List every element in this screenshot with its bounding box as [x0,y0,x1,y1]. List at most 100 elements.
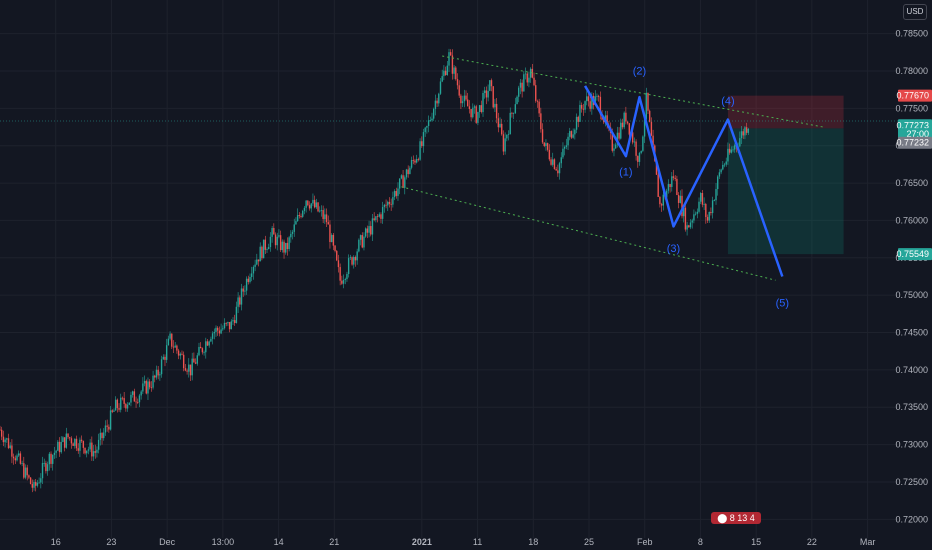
candle-body [366,228,369,233]
candle-body [363,236,365,248]
candle-body [676,178,678,196]
candle-body [203,352,205,354]
candle-body [319,210,321,212]
candle-body [415,159,418,163]
price-axis[interactable]: 0.785000.780000.775000.770000.765000.760… [895,0,932,550]
candle-body [322,210,324,220]
candle-body [563,146,566,149]
candle-body [339,267,341,281]
candle-body [259,246,261,262]
candle-body [711,200,714,214]
candle-body [116,399,119,409]
candle-body [251,273,253,277]
candle-body [14,458,17,461]
candle-body [677,195,680,203]
candle-body [336,250,338,261]
candle-body [160,359,163,375]
candle-body [317,202,319,212]
candle-body [565,145,568,147]
x-tick-label: 15 [751,537,761,547]
candle-body [18,453,20,456]
footer-badge: ⬤ 8 13 4 [711,512,761,524]
candle-body [313,199,316,208]
x-tick-label: Mar [860,537,876,547]
candle-body [376,216,379,218]
candle-body [434,100,437,109]
candle-body [450,52,452,56]
candle-body [206,341,209,346]
candle-body [620,122,622,139]
candle-body [429,120,431,121]
candle-body [650,121,653,136]
candle-body [613,148,615,151]
candle-body [597,95,600,97]
candle-body [36,482,39,486]
candle-body [684,207,687,230]
candle-body [409,167,411,175]
candle-body [152,375,154,388]
y-tick-label: 0.74000 [895,365,928,375]
candle-body [256,259,258,265]
currency-button[interactable]: USD [903,4,927,20]
candle-body [223,322,226,329]
candle-body [293,224,295,232]
position-zones [727,95,844,255]
x-tick-label: Dec [159,537,176,547]
candle-body [490,80,493,87]
candle-body [553,159,556,169]
candle-body [125,403,127,409]
candle-body [215,327,217,332]
candle-body [489,80,491,91]
candle-body [351,257,353,265]
candle-body [364,228,367,237]
candle-body [41,463,44,479]
x-tick-label: 13:00 [212,537,235,547]
candle-body [555,168,557,171]
candle-body [16,455,18,461]
candle-body [492,86,494,108]
candle-body [407,169,409,175]
candle-body [174,345,176,348]
candle-body [550,159,552,165]
candle-body [361,235,363,248]
price-tag-label: 0.75549 [896,249,929,259]
candle-body [210,338,212,342]
channel-lower-line [401,186,776,281]
candle-body [426,126,428,128]
candle-body [402,175,404,188]
candle-body [52,454,54,464]
candle-body [504,138,506,152]
candle-body [390,203,392,205]
candle-body [528,77,530,83]
candle-body [451,55,454,74]
candle-body [693,214,695,221]
x-tick-label: 11 [473,537,482,547]
candle-body [75,438,78,449]
y-tick-label: 0.73000 [895,440,928,450]
candle-body [296,215,299,222]
candle-body [747,128,750,133]
candle-body [633,141,636,143]
candle-body [179,353,181,356]
candle-body [237,297,239,307]
candle-body [424,127,426,133]
candle-body [303,207,306,211]
y-tick-label: 0.76500 [895,178,928,188]
x-tick-label: 18 [528,537,538,547]
candle-body [387,201,389,206]
candle-body [444,70,447,76]
time-axis[interactable]: 16 23 Dec 13:00 14 21 2021 11 18 25 Feb 8 15 22 Mar [51,537,876,547]
candle-body [140,391,142,396]
candle-body [262,239,265,259]
candle-body [227,322,229,324]
candle-body [580,104,583,109]
candle-body [50,453,52,464]
candle-body [742,131,744,136]
candle-body [135,401,137,403]
candle-body [65,433,68,448]
candle-body [271,227,273,237]
candle-body [77,448,79,451]
candle-body [640,150,642,153]
candle-body [512,112,515,114]
